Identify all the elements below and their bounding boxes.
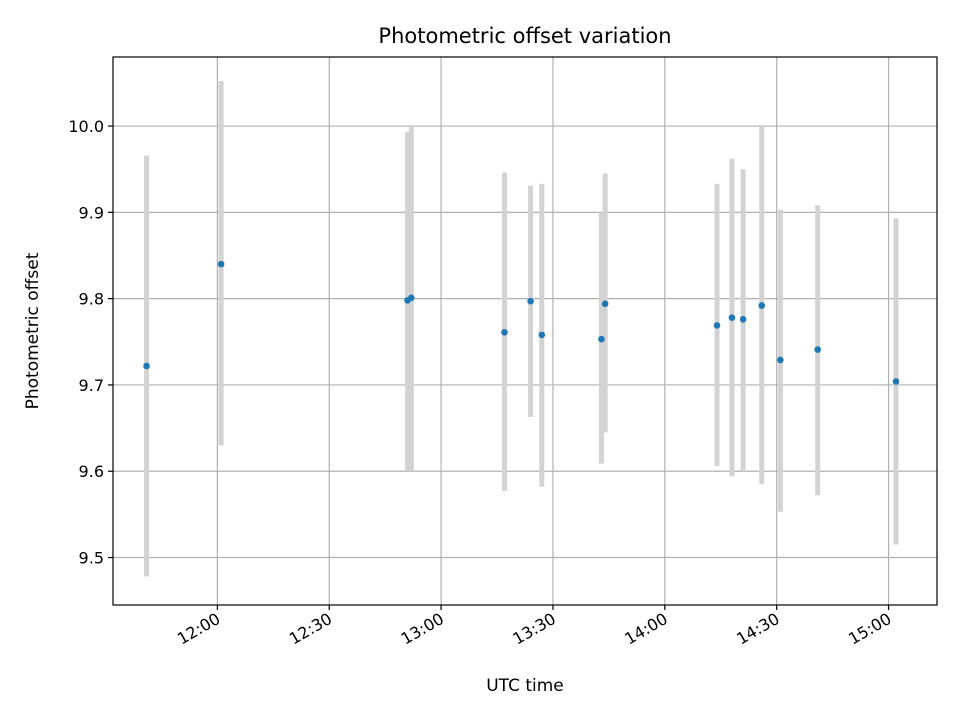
- data-point: [739, 316, 747, 323]
- y-tick-label: 9.6: [79, 462, 104, 481]
- data-point: [777, 356, 784, 364]
- y-tick-label: 9.7: [79, 376, 104, 395]
- y-tick-label: 9.5: [79, 549, 104, 568]
- data-point: [143, 362, 150, 370]
- y-axis-label: Photometric offset: [23, 252, 43, 409]
- data-point: [217, 260, 225, 268]
- y-tick-label: 10.0: [68, 117, 104, 136]
- data-point: [814, 346, 821, 353]
- chart-title: Photometric offset variation: [378, 24, 671, 48]
- y-tick-label: 9.9: [79, 203, 104, 222]
- y-tick-label: 9.8: [79, 290, 104, 309]
- data-point: [892, 378, 900, 385]
- data-point: [601, 300, 609, 308]
- data-points: [143, 260, 900, 385]
- data-point: [713, 322, 721, 329]
- data-point: [407, 294, 415, 302]
- data-point: [758, 302, 766, 309]
- data-point: [598, 335, 605, 343]
- grid: [113, 57, 937, 605]
- data-point: [501, 328, 508, 336]
- plot-frame: [112, 56, 938, 606]
- x-axis-label: UTC time: [486, 676, 564, 696]
- data-point: [538, 331, 546, 339]
- data-point: [527, 297, 534, 305]
- data-point: [728, 314, 736, 321]
